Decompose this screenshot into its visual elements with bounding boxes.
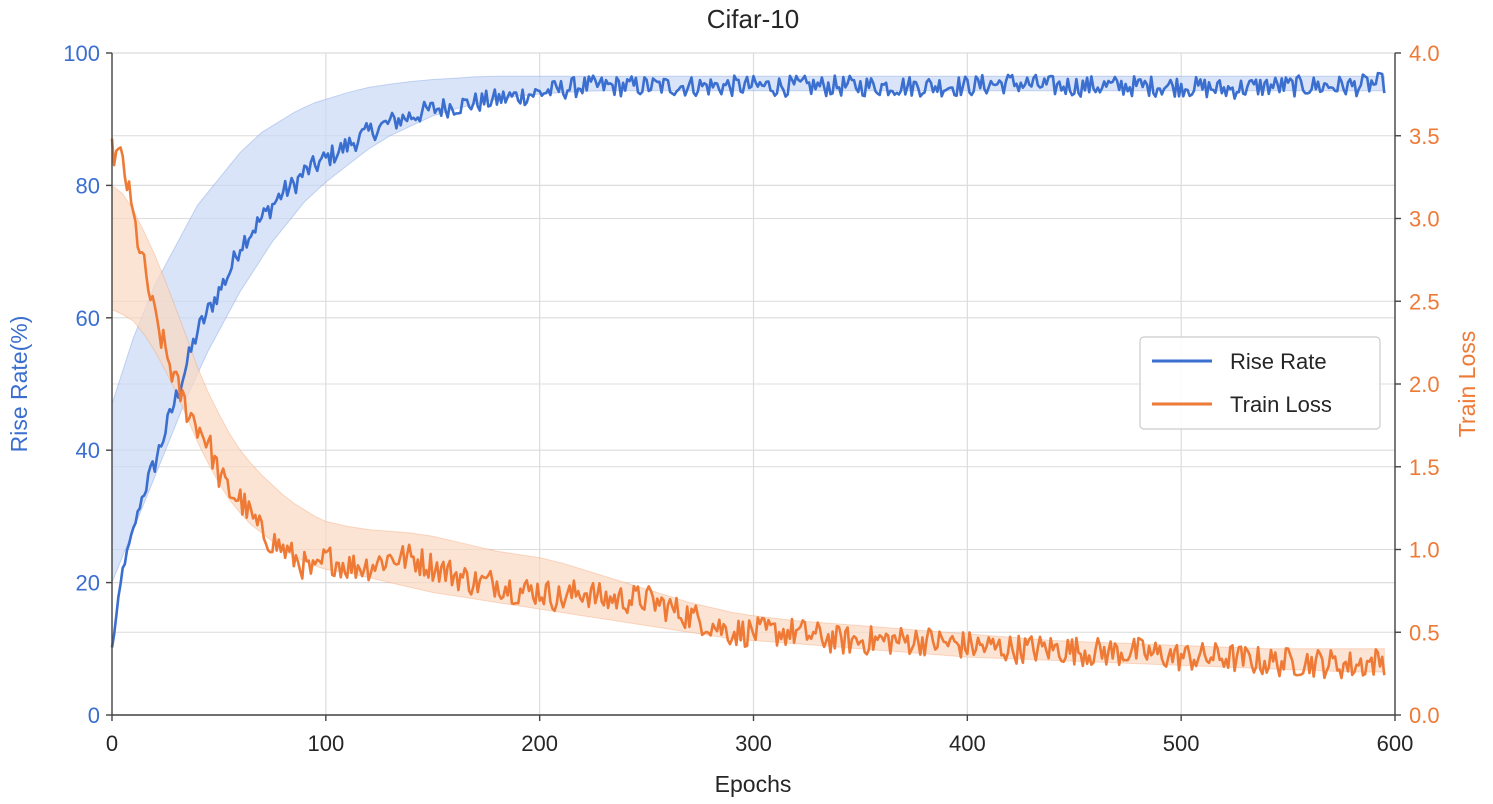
legend: Rise Rate Train Loss <box>1139 336 1381 430</box>
yl-tick-label-80: 80 <box>76 173 100 198</box>
legend-rise-label: Rise Rate <box>1230 349 1327 374</box>
yl-tick-label-0: 0 <box>88 703 100 728</box>
yr-tick-label-1.0: 1.0 <box>1409 538 1440 563</box>
yr-tick-label-3.5: 3.5 <box>1409 124 1440 149</box>
series-lines <box>110 71 1386 680</box>
line-rise-rate <box>110 71 1386 648</box>
y-right-axis-label: Train Loss <box>1454 331 1480 438</box>
yr-tick-label-1.5: 1.5 <box>1409 455 1440 480</box>
x-tick-label-0: 0 <box>106 731 118 756</box>
yr-tick-label-2.5: 2.5 <box>1409 289 1440 314</box>
legend-loss-label: Train Loss <box>1230 392 1332 417</box>
x-tick-label-500: 500 <box>1163 731 1200 756</box>
band-rise-rate <box>111 75 1385 583</box>
x-tick-label-100: 100 <box>307 731 344 756</box>
yl-tick-label-20: 20 <box>76 571 100 596</box>
yl-tick-label-100: 100 <box>63 41 100 66</box>
x-tick-label-200: 200 <box>521 731 558 756</box>
x-tick-label-300: 300 <box>735 731 772 756</box>
yr-tick-label-0.5: 0.5 <box>1409 620 1440 645</box>
yr-tick-label-4.0: 4.0 <box>1409 41 1440 66</box>
x-tick-label-600: 600 <box>1377 731 1414 756</box>
y-left-axis-label: Rise Rate(%) <box>6 316 32 453</box>
line-train-loss <box>110 138 1386 680</box>
x-axis-label: Epochs <box>715 771 792 797</box>
x-tick-label-400: 400 <box>949 731 986 756</box>
tick-labels: 0 100 200 300 400 500 600 0 20 40 60 80 100 0.0 0.5 1.0… <box>63 41 1439 756</box>
yr-tick-label-2.0: 2.0 <box>1409 372 1440 397</box>
yl-tick-label-60: 60 <box>76 306 100 331</box>
axes-frame <box>106 52 1401 721</box>
yl-tick-label-40: 40 <box>76 438 100 463</box>
yr-tick-label-3.0: 3.0 <box>1409 207 1440 232</box>
chart-title: Cifar-10 <box>707 4 799 34</box>
yr-tick-label-0.0: 0.0 <box>1409 703 1440 728</box>
